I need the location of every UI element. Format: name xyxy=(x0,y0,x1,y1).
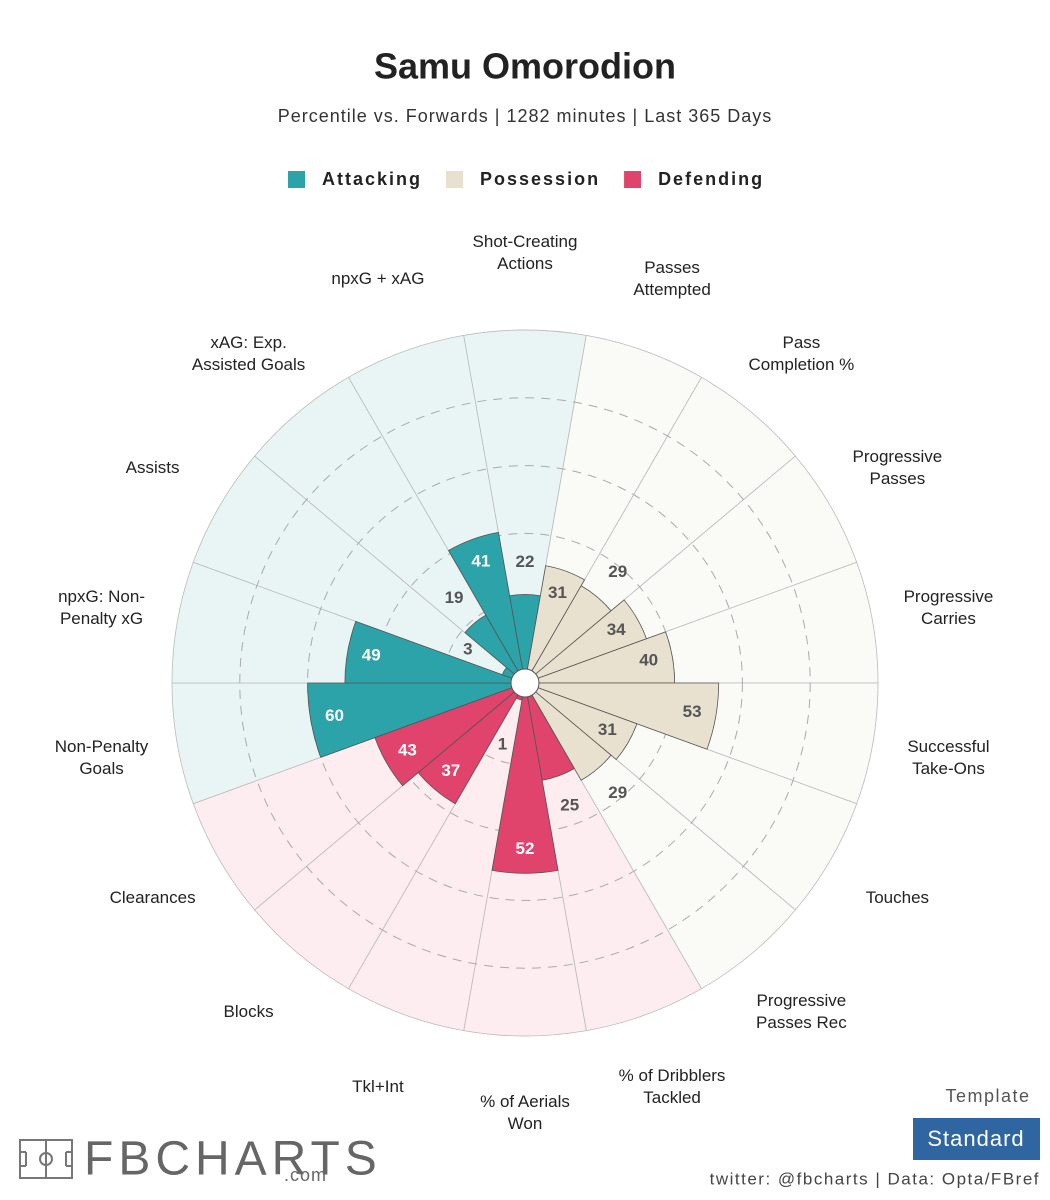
category-label: Clearances xyxy=(109,888,196,907)
bar xyxy=(344,620,526,684)
value-label: 43 xyxy=(398,740,417,759)
value-label: 40 xyxy=(639,651,658,670)
value-label: 37 xyxy=(441,761,460,780)
category-label: Blocks xyxy=(223,1002,274,1022)
logo-suffix: .com xyxy=(284,1165,327,1185)
bar xyxy=(524,682,612,781)
category-label: % of Dribblers Tackled xyxy=(618,1066,726,1108)
category-label: Non-Penalty Goals xyxy=(54,736,149,778)
legend-swatch xyxy=(288,171,305,188)
bar xyxy=(524,682,638,761)
value-label: 22 xyxy=(516,552,535,571)
value-label: 29 xyxy=(608,562,627,581)
bar xyxy=(524,682,720,750)
chart-subtitle: Percentile vs. Forwards | 1282 minutes |… xyxy=(278,106,773,126)
footer: twitter: @fbcharts | Data: Opta/FBref xyxy=(710,1169,1040,1188)
bar xyxy=(374,682,526,787)
legend-label: Defending xyxy=(658,169,764,189)
category-label: xAG: Exp. Assisted Goals xyxy=(191,332,306,374)
category-label: Assists xyxy=(125,458,180,477)
legend-swatch xyxy=(446,171,464,188)
value-label: 52 xyxy=(516,839,535,858)
template-label: Template xyxy=(945,1086,1030,1106)
value-label: 19 xyxy=(445,588,464,607)
category-label: npxG + xAG xyxy=(331,268,425,288)
category-label: Progressive Carries xyxy=(903,587,994,629)
value-label: 41 xyxy=(471,551,490,570)
logo-icon xyxy=(19,1139,73,1179)
value-label: 29 xyxy=(608,783,627,802)
grid-ring xyxy=(239,397,811,969)
category-label: Shot-Creating Actions xyxy=(472,232,578,273)
category-label: Successful Take-Ons xyxy=(907,736,990,778)
category-label: Passes Attempted xyxy=(633,257,711,299)
bar xyxy=(524,565,586,684)
value-label: 53 xyxy=(683,702,702,721)
chart-title: Samu Omorodion xyxy=(374,46,676,87)
template-name: Standard xyxy=(927,1126,1024,1151)
bar xyxy=(307,682,526,758)
value-label: 3 xyxy=(463,639,472,658)
category-label: Progressive Passes Rec xyxy=(756,991,847,1033)
value-label: 31 xyxy=(548,583,567,602)
bar xyxy=(491,682,559,874)
value-label: 34 xyxy=(607,620,626,639)
legend-label: Attacking xyxy=(322,169,422,189)
grid-ring xyxy=(307,465,743,901)
category-label: Tkl+Int xyxy=(352,1077,404,1097)
category-label: npxG: Non-Penalty xG xyxy=(58,587,145,629)
template-box xyxy=(913,1118,1040,1160)
value-label: 25 xyxy=(560,795,579,814)
value-label: 49 xyxy=(362,645,381,664)
category-label: % of Aerials Won xyxy=(480,1092,570,1133)
value-label: 1 xyxy=(498,735,507,754)
legend-swatch xyxy=(624,171,642,188)
logo: FBCHARTS xyxy=(84,1133,382,1186)
category-label: Pass Completion % xyxy=(748,332,855,374)
value-label: 60 xyxy=(325,706,344,725)
legend-label: Possession xyxy=(480,169,600,189)
bar xyxy=(447,531,526,684)
center-hole xyxy=(510,668,540,698)
category-label: Progressive Passes xyxy=(852,447,943,488)
category-label: Touches xyxy=(865,888,930,907)
value-label: 31 xyxy=(598,720,617,739)
